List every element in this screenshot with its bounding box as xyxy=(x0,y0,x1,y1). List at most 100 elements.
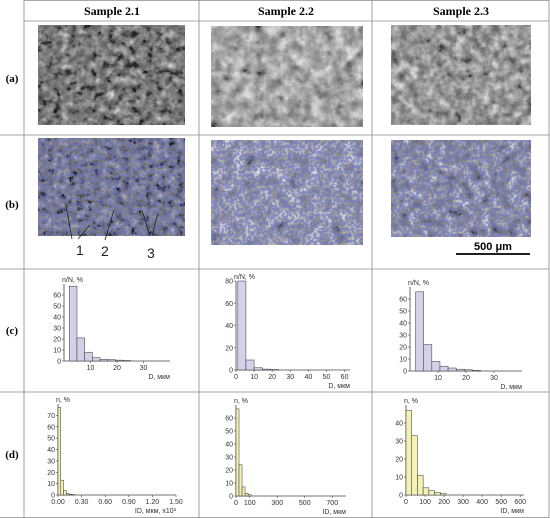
y-tick-label: 20 xyxy=(399,345,407,352)
x-axis-label: D, мкм xyxy=(328,383,350,390)
histogram-bar xyxy=(99,359,108,362)
histogram-bar xyxy=(244,493,249,497)
y-tick-label: 0 xyxy=(399,493,403,500)
histogram-d-2-1: 0 10 20 30 40 50 60 70 0.00 0.30 0.60 0.90 1.20 1.50 n… xyxy=(47,397,183,515)
histogram-bar xyxy=(245,359,255,371)
x-tick-label: 40 xyxy=(304,374,312,381)
histogram-bar xyxy=(417,474,424,496)
y-tick-label: 60 xyxy=(53,293,61,300)
x-tick-label: 0.30 xyxy=(75,499,89,506)
x-axis-label: D, мкм xyxy=(500,384,522,391)
y-tick-label: 40 xyxy=(395,421,403,428)
y-tick-label: 0 xyxy=(229,494,233,501)
histogram-bar xyxy=(235,408,240,497)
y-axis-label: n, % xyxy=(56,397,70,404)
phase-annotations xyxy=(65,204,159,241)
micrograph-a-2-2 xyxy=(211,26,363,127)
row-label-b: (b) xyxy=(5,199,19,211)
y-axis-label: n, % xyxy=(404,398,418,405)
histogram-bar xyxy=(84,351,93,362)
histogram-c-2-3: 0 10 20 30 40 50 60 10 20 30 n/N, % D, мкм xyxy=(399,280,522,391)
column-header-sample-2-3: Sample 2.3 xyxy=(433,4,489,18)
y-tick-label: 20 xyxy=(225,345,233,352)
histogram-bar xyxy=(92,357,101,362)
histogram-d-2-2: 0 10 20 30 40 50 60 0 100 300 500 700 n, % ID, мкм xyxy=(225,398,346,516)
x-axis-label: ID, мкм xyxy=(322,509,346,516)
y-tick-label: 40 xyxy=(225,442,233,449)
histogram-bar xyxy=(434,492,441,496)
y-tick-label: 10 xyxy=(53,348,61,355)
histogram-bar xyxy=(66,493,70,496)
x-tick-label: 60 xyxy=(341,374,349,381)
histogram-bar xyxy=(431,361,441,372)
y-tick-label: 50 xyxy=(399,309,407,316)
x-tick-label: 1.20 xyxy=(146,499,160,506)
y-tick-label: 60 xyxy=(225,416,233,423)
y-tick-label: 20 xyxy=(225,468,233,475)
micrograph-a-2-1 xyxy=(38,25,185,125)
y-tick-label: 0 xyxy=(51,493,55,500)
histogram-bar xyxy=(247,494,252,497)
y-tick-label: 30 xyxy=(225,455,233,462)
histogram-c-2-2: 0 20 40 60 80 0 10 20 30 40 50 60 n/N, % D, мкм xyxy=(225,274,350,390)
histogram-bar xyxy=(241,486,246,497)
histogram-bar xyxy=(68,493,73,496)
y-tick-label: 30 xyxy=(395,439,403,446)
x-tick-label: 0 xyxy=(234,374,238,381)
column-header-sample-2-2: Sample 2.2 xyxy=(258,4,314,18)
row-label-c: (c) xyxy=(6,325,19,337)
x-tick-label: 600 xyxy=(514,499,526,506)
y-tick-label: 0 xyxy=(403,369,407,376)
y-tick-label: 50 xyxy=(225,429,233,436)
y-axis-label: n, % xyxy=(234,398,248,405)
x-tick-label: 100 xyxy=(244,500,256,507)
y-tick-label: 80 xyxy=(225,279,233,286)
x-tick-label: 10 xyxy=(87,365,95,372)
histogram-bar xyxy=(57,407,62,496)
histogram-bar xyxy=(455,368,465,372)
y-tick-label: 10 xyxy=(225,481,233,488)
x-tick-label: 700 xyxy=(326,500,338,507)
annotation-label-1: 1 xyxy=(76,242,84,258)
histogram-bar xyxy=(107,359,116,362)
x-tick-label: 0 xyxy=(234,500,238,507)
y-tick-label: 70 xyxy=(47,413,55,420)
y-tick-label: 50 xyxy=(47,436,55,443)
histogram-c-2-1: 0 10 20 30 40 50 60 10 20 30 n/N, % D, мкм xyxy=(53,277,170,381)
x-tick-label: 200 xyxy=(438,499,450,506)
x-axis-label: ID, мкм, x10³ xyxy=(135,508,177,515)
histogram-bar xyxy=(422,487,430,496)
y-tick-label: 40 xyxy=(47,447,55,454)
y-tick-label: 50 xyxy=(53,304,61,311)
scale-bar-label: 500 μm xyxy=(474,241,512,253)
histogram-bar xyxy=(472,370,481,372)
x-tick-label: 400 xyxy=(476,499,488,506)
x-tick-label: 30 xyxy=(140,365,148,372)
y-tick-label: 10 xyxy=(399,357,407,364)
annotation-label-2: 2 xyxy=(101,243,109,259)
histogram-bar xyxy=(439,365,449,372)
y-axis-label: n/N, % xyxy=(62,277,83,284)
y-tick-label: 20 xyxy=(47,470,55,477)
annotation-label-3: 3 xyxy=(147,245,155,261)
micrograph-b-2-1 xyxy=(38,138,185,236)
row-label-d: (d) xyxy=(5,449,19,461)
y-axis-label: n/N, % xyxy=(408,280,429,287)
histogram-bar xyxy=(60,479,64,496)
x-axis-label: D, мкм xyxy=(148,374,170,381)
x-tick-label: 50 xyxy=(323,374,331,381)
y-tick-label: 10 xyxy=(47,481,55,488)
y-tick-label: 20 xyxy=(53,337,61,344)
x-tick-label: 20 xyxy=(462,375,470,382)
y-tick-label: 40 xyxy=(53,315,61,322)
histogram-bar xyxy=(238,464,243,497)
histogram-bar xyxy=(405,410,412,496)
x-tick-label: 500 xyxy=(495,499,507,506)
x-tick-label: 10 xyxy=(250,374,258,381)
y-tick-label: 60 xyxy=(225,301,233,308)
y-tick-label: 10 xyxy=(395,475,403,482)
histogram-bar xyxy=(428,490,435,496)
histogram-bar xyxy=(464,369,473,372)
histogram-bar xyxy=(63,490,67,496)
histogram-bar xyxy=(76,337,85,362)
